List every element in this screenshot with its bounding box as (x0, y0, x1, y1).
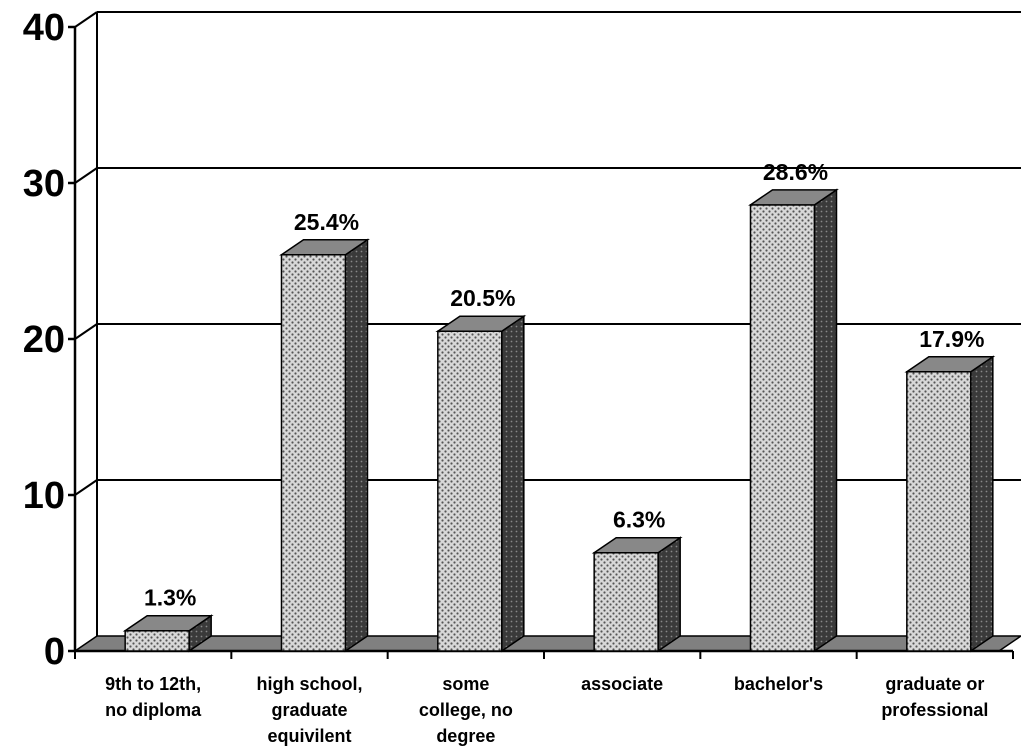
gridline-depth (74, 11, 98, 28)
x-tick-label: graduate (271, 700, 347, 720)
bar-top (122, 614, 214, 632)
bar-side (657, 536, 681, 653)
y-tick-label: 10 (23, 475, 65, 517)
x-tick-label: bachelor's (734, 674, 823, 694)
bar-side (970, 355, 994, 653)
data-label: 1.3% (144, 585, 196, 611)
data-label: 20.5% (450, 285, 515, 311)
x-tick-label: some (442, 674, 489, 694)
gridline-depth (74, 323, 98, 340)
bar (124, 629, 190, 652)
bar-side (344, 238, 369, 653)
x-tick-label: high school, (257, 674, 363, 694)
x-tick-label: equivilent (267, 726, 351, 746)
bar (593, 551, 659, 652)
y-tick-label: 20 (23, 319, 65, 361)
bar (749, 204, 816, 652)
gridline-depth (74, 479, 98, 496)
gridline-depth (74, 167, 98, 184)
bar (437, 330, 503, 652)
x-tick-label: associate (581, 674, 663, 694)
x-tick-label: degree (436, 726, 495, 746)
bar-top (748, 189, 839, 206)
x-tick-label: professional (881, 700, 988, 720)
bar (906, 371, 972, 652)
x-tick-label: 9th to 12th, (105, 674, 201, 694)
bar-top (435, 315, 527, 332)
bar-top (279, 239, 370, 256)
bar-side (501, 314, 525, 653)
x-tick-label: no diploma (105, 700, 202, 720)
data-label: 17.9% (919, 326, 984, 352)
data-label: 6.3% (613, 507, 665, 533)
x-tick-label: college, no (419, 700, 513, 720)
data-label: 28.6% (763, 159, 828, 185)
y-tick-label: 30 (23, 163, 65, 205)
bar-side (813, 188, 838, 653)
y-tick-label: 40 (23, 7, 65, 49)
chart-floor (72, 635, 1021, 652)
bar (280, 254, 347, 652)
y-tick-label: 0 (44, 631, 65, 673)
x-tick-label: graduate or (885, 674, 984, 694)
bar-top (591, 536, 683, 554)
data-label: 25.4% (294, 209, 359, 235)
bar-top (904, 356, 996, 373)
